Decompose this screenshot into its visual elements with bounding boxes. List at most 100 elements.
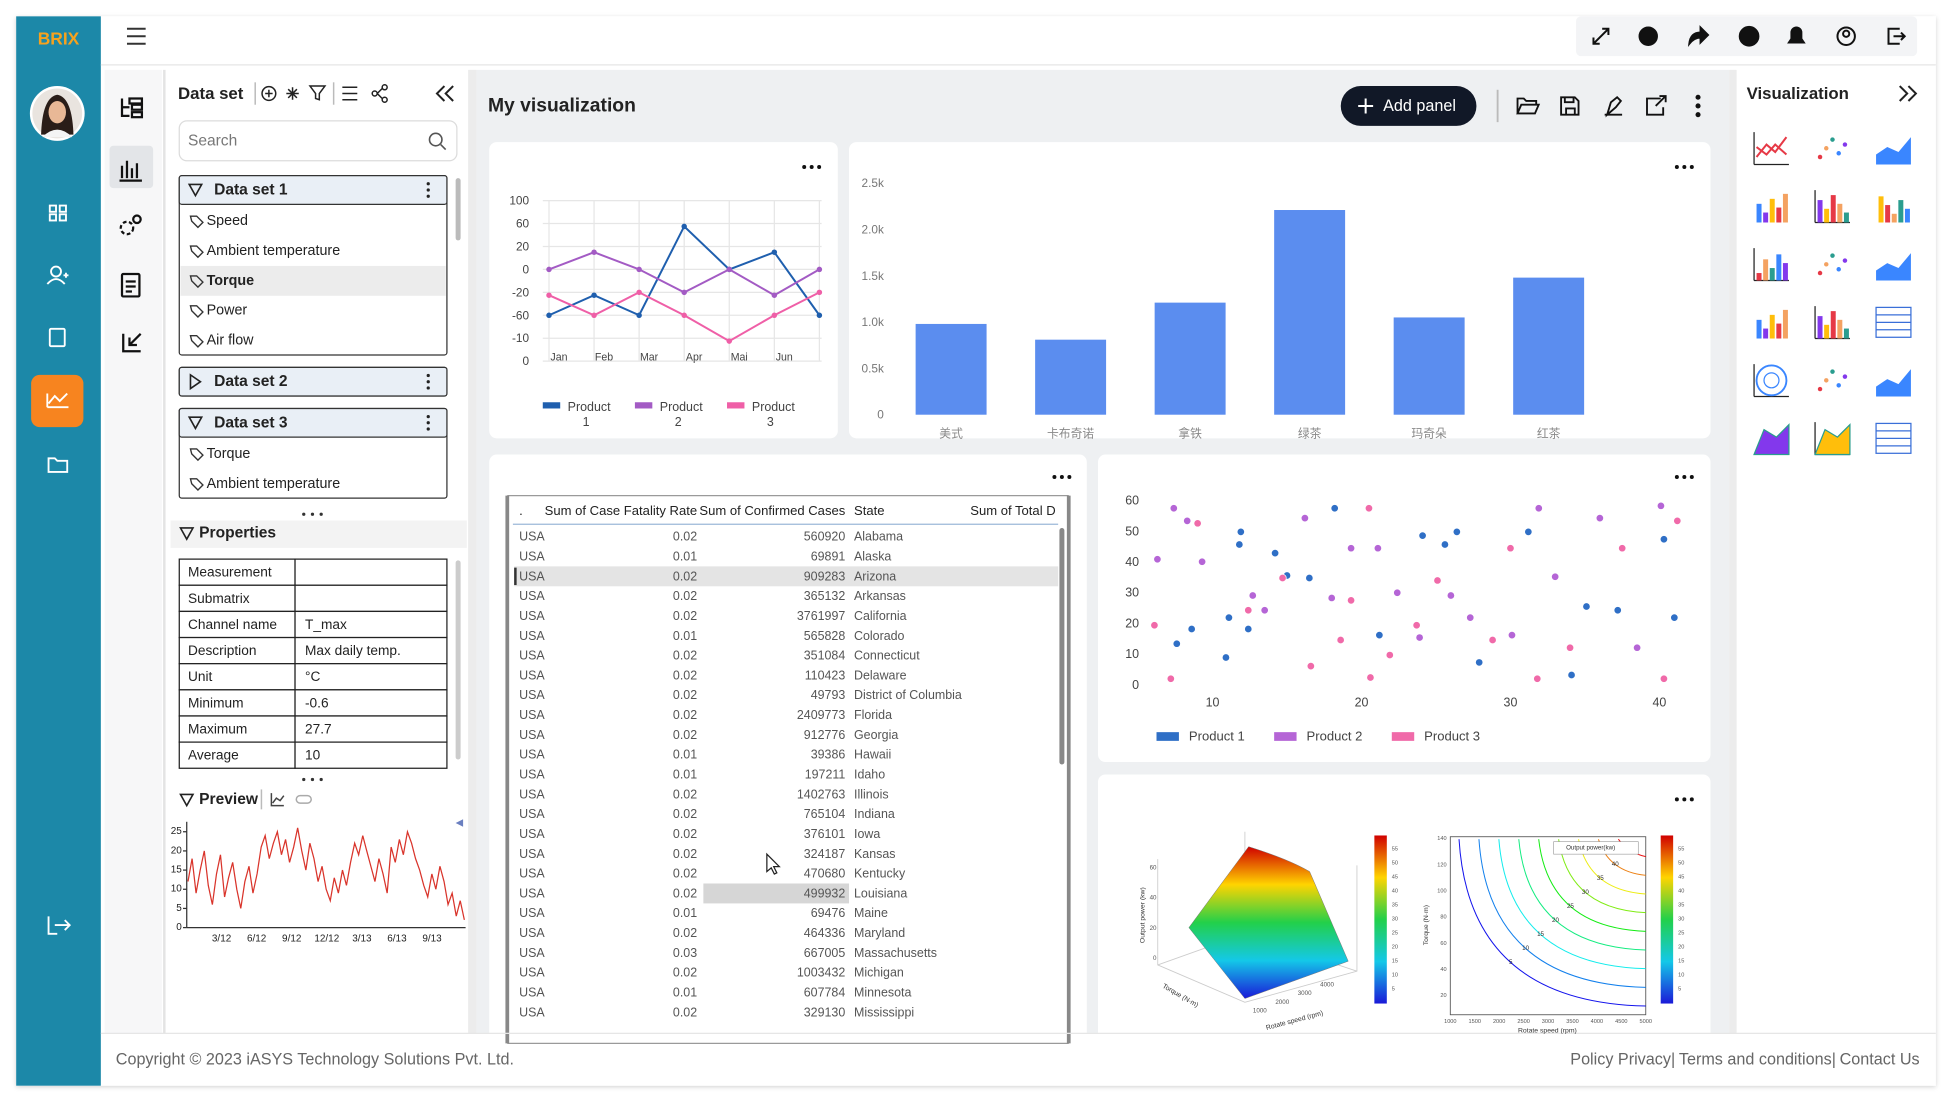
section-header[interactable] [170,786,467,815]
column-header: . [519,503,523,518]
footer-link[interactable]: Terms and conditions [1679,1051,1832,1069]
table-cell: 0.02 [673,1005,697,1019]
line-point [816,312,823,319]
dataset-header[interactable] [178,407,448,438]
expand-icon[interactable] [455,819,464,827]
colorbar [1374,835,1387,1004]
y-tick-label: 30 [1125,586,1139,600]
scatter-point [1306,662,1315,671]
dataset-item[interactable]: Power [207,303,248,319]
dataset-name: Data set 1 [214,182,288,199]
dataset-item[interactable]: Speed [207,213,248,229]
toolbar-icons[interactable] [1592,25,1907,48]
chart-type-icon[interactable] [1753,132,1789,166]
chart-type-icon[interactable] [1876,369,1911,397]
add-panel-button[interactable]: Add panel [1340,86,1477,126]
scrollbar[interactable] [455,178,461,241]
search-icon[interactable] [428,132,447,151]
sidebar [16,16,101,1086]
line-point [546,312,552,319]
dataset-menu[interactable] [426,188,430,192]
contour-label: 30 [1582,889,1589,896]
chart-type-icon[interactable] [1753,423,1790,456]
contour-label: 20 [1552,917,1559,924]
dataset-menu[interactable] [426,380,430,384]
collapse-toggle[interactable] [179,793,195,808]
tag-icon [189,245,204,259]
icon-bar [1891,213,1897,223]
x-tick-label: 绿茶 [1298,426,1322,440]
dataset-item[interactable]: Torque [207,446,251,462]
dataset-item[interactable]: Torque [207,273,254,289]
line-point [726,266,732,273]
search-box[interactable] [178,120,458,162]
x-tick-label: 4500 [1615,1019,1627,1025]
y-tick-label: 40 [1125,555,1139,569]
dataset-item[interactable]: Ambient temperature [207,243,341,259]
avatar[interactable] [29,86,85,141]
line-point [771,249,778,255]
panel-title: Data set [178,84,244,103]
chart-type-icon[interactable] [1878,196,1910,223]
chart-type-icon[interactable] [1814,190,1850,224]
chart-type-icon[interactable] [1753,364,1789,398]
chart-type-icon[interactable] [1814,306,1850,340]
y-tick-label: 60 [516,217,530,231]
separator: | [1832,1051,1836,1069]
chart-type-icon[interactable] [1876,253,1911,281]
scatter-point [1582,602,1591,611]
footer-link[interactable]: Contact Us [1840,1051,1920,1069]
dataset-item[interactable]: Ambient temperature [207,476,341,492]
chart-type-icon[interactable] [1817,253,1848,276]
dataset-header[interactable] [178,175,448,205]
property-value: T_max [305,617,347,632]
scrollbar[interactable] [455,560,461,760]
preview-actions[interactable] [260,789,312,810]
expand-toggle[interactable] [187,416,204,431]
line-point [546,292,552,298]
dataset-menu[interactable] [426,421,430,425]
icon-bar [1830,311,1836,339]
dataset-menu[interactable] [426,373,430,378]
dataset-actions[interactable] [254,82,454,105]
scatter-point [1440,540,1450,549]
chart-type-icon[interactable] [1753,248,1789,282]
menu-button[interactable] [126,27,146,45]
chart-type-icon[interactable] [1814,422,1851,456]
scrollbar[interactable] [1059,527,1065,765]
dataset-item[interactable]: Air flow [207,333,255,349]
collapse-button[interactable] [1899,85,1918,102]
splitter[interactable] [302,512,323,782]
sidebar-icons[interactable] [31,204,84,935]
chart-type-icon[interactable] [1875,306,1912,338]
workspace-actions[interactable] [1496,89,1701,123]
dataset-menu[interactable] [426,182,430,186]
dataset-header[interactable] [178,366,448,397]
table-cell: California [854,609,907,623]
dataset-menu[interactable] [426,427,430,431]
chart-type-icon[interactable] [1756,193,1788,223]
dataset-menu[interactable] [426,414,430,419]
expand-toggle[interactable] [189,373,202,391]
tool-icons[interactable] [119,97,144,353]
x-tick-label: Mai [731,351,748,363]
chart-type-icon[interactable] [1756,309,1788,339]
dataset-menu[interactable] [426,194,430,198]
colorbar-tick: 20 [1678,945,1684,951]
dataset-menu[interactable] [426,386,430,390]
chart-type-icon[interactable] [1817,137,1848,160]
table-cell: Louisiana [854,886,907,900]
scatter-point [1336,635,1345,645]
bar [1513,277,1585,415]
x-tick-label: 3/12 [212,933,232,944]
footer-link[interactable]: Policy Privacy [1570,1051,1672,1069]
row-highlight [514,566,1059,587]
chart-type-icon[interactable] [1817,369,1848,392]
axis-label: Rotate speed (rpm) [1518,1027,1577,1034]
chart-type-icon[interactable] [1876,137,1911,165]
section-header[interactable] [170,520,467,548]
collapse-toggle[interactable] [179,527,195,541]
chart-type-icon[interactable] [1875,422,1912,454]
expand-toggle[interactable] [187,183,204,198]
panel-menus[interactable] [802,164,1694,802]
